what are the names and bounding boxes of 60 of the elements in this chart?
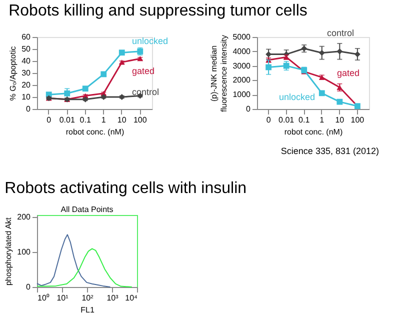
text: Science 335, 831 (2012) [280,146,379,156]
x-axis-title: robot conc. (nM) [66,128,124,136]
point [118,50,125,56]
x-tick-label: 10³ [106,294,119,302]
y-tick-label: 100 [17,247,32,256]
point [336,48,343,54]
series-label: gated [337,68,360,78]
point [318,90,325,96]
y-tick-label: 20 [22,80,32,90]
x-tick-label: 0 [46,116,52,124]
chart-title: Robots killing and suppressing tumor cells [8,2,308,20]
x-tick-label: 0.1 [80,116,92,124]
series-label: unlocked [132,36,168,46]
x-tick-label: 0 [266,116,272,124]
text: All Data Points [60,205,114,214]
x-tick-label: 10 [117,116,127,124]
x-tick-label: 0.01 [278,116,295,124]
x-tick-label: 10⁰ [38,294,50,302]
point [283,62,290,69]
y-tick-label: 0 [26,282,32,292]
y-tick-label: 40 [22,56,32,66]
x-axis-title: robot conc. (nM) [284,128,343,136]
y-tick-label: 10 [22,92,32,102]
point [318,50,325,56]
series-label: unlocked [279,92,316,102]
x-tick-label: 10⁴ [125,294,138,302]
point [64,90,70,96]
x-tick-label: 10¹ [56,294,69,302]
series-label: gated [132,66,155,76]
x-tick-label: 100 [133,116,148,124]
point [354,51,360,58]
x-tick-label: 1 [320,116,325,124]
point [100,71,107,78]
y-tick-label: 3000 [232,61,252,70]
y-axis-title: phosphorylated Akt [4,216,14,286]
point [266,64,272,70]
x-tick-label: 10 [335,116,345,124]
y-tick-label: 30 [22,68,32,78]
y-tick-label: 60 [22,32,32,42]
x-tick-label: 0.1 [298,116,310,124]
x-tick-label: 100 [350,116,365,124]
x-tick-label: 1 [101,116,106,124]
point [82,86,88,92]
y-tick-label: 50 [22,44,32,54]
x-tick-label: 0.01 [59,116,76,124]
y-tick-label: 5000 [232,32,252,42]
series-label: control [327,28,354,38]
y-tick-label: 200 [17,212,32,222]
y-tick-label: 2000 [232,76,252,85]
point [336,98,343,105]
y-tick-label: 0 [246,104,252,114]
series-label: control [132,87,160,97]
chart-title: Robots activating cells with insulin [4,180,247,197]
y-axis-title: (p)-JNK median fluorescence intensity [210,35,229,112]
y-axis-title: % G₀/Apoptotic [8,46,18,101]
y-tick-label: 0 [26,104,32,114]
x-tick-label: 10² [82,294,94,302]
y-tick-label: 1000 [232,90,252,100]
y-tick-label: 4000 [232,46,252,56]
x-axis-title: FL1 [80,306,95,314]
